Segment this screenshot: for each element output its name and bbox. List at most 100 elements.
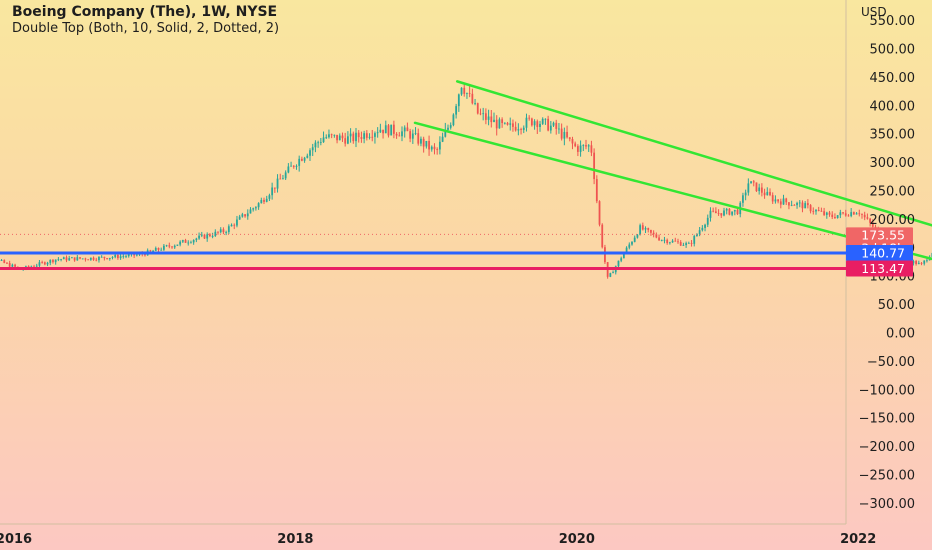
candle-body	[549, 125, 552, 131]
time-tick-label: 2018	[277, 532, 313, 547]
candle-body	[798, 202, 801, 204]
candle-body	[647, 228, 650, 230]
candle-body	[79, 257, 81, 259]
candle-body	[165, 245, 168, 247]
candle-body	[850, 212, 853, 217]
candle-body	[171, 246, 173, 248]
candle-body	[303, 157, 306, 161]
candle-body	[38, 262, 41, 266]
candle-body	[866, 217, 869, 219]
candle-body	[208, 234, 211, 237]
candle-body	[76, 257, 79, 261]
candle-body	[360, 137, 363, 139]
candle-body	[100, 256, 103, 258]
price-axis[interactable]: −300.00 −250.00 −200.00 −150.00 −100.00 −50.0…	[859, 14, 915, 512]
candle-body	[742, 195, 744, 203]
candle-body	[501, 119, 504, 124]
candle-body	[341, 135, 344, 139]
candle-body	[192, 240, 195, 243]
time-axis[interactable]: 201620182020202220242026	[0, 532, 932, 547]
candle-body	[333, 134, 336, 136]
candle-body	[282, 178, 284, 180]
candle-body	[162, 245, 165, 250]
candle-body	[698, 230, 701, 234]
candle-body	[287, 166, 290, 173]
candle-body	[503, 122, 506, 124]
candle-body	[249, 209, 252, 214]
candle-body	[179, 241, 182, 245]
candle-body	[733, 209, 736, 212]
candle-body	[679, 242, 682, 246]
candle-body	[825, 212, 828, 215]
indicator-legend[interactable]: Double Top (Both, 10, Solid, 2, Dotted, …	[12, 21, 280, 36]
candle-body	[184, 240, 187, 243]
candle-body	[328, 134, 330, 138]
candle-body	[677, 241, 679, 243]
candle-body	[336, 134, 338, 141]
candle-body	[6, 262, 8, 264]
candle-body	[292, 165, 295, 167]
candle-body	[449, 125, 452, 128]
candle-body	[457, 94, 460, 107]
candle-body	[311, 147, 314, 151]
candle-body	[238, 216, 241, 220]
candle-body	[403, 127, 406, 132]
candle-body	[300, 158, 303, 161]
candle-body	[598, 201, 601, 225]
candle-body	[349, 133, 352, 137]
time-tick-label: 2022	[840, 532, 876, 547]
candle-body	[506, 122, 509, 125]
candle-body	[747, 183, 750, 193]
candle-body	[766, 191, 769, 196]
candle-body	[355, 132, 357, 142]
candle-body	[27, 266, 30, 268]
candle-body	[3, 260, 6, 263]
candle-body	[135, 254, 138, 256]
price-tick-label: 400.00	[870, 99, 916, 114]
last-price-label: 173.55	[861, 227, 905, 242]
candle-body	[57, 259, 60, 261]
candle-body	[268, 195, 271, 199]
candle-body	[525, 117, 528, 128]
candle-body	[246, 213, 249, 217]
candle-body	[387, 125, 390, 136]
candle-body	[433, 146, 436, 150]
candle-body	[861, 214, 863, 215]
candle-body	[560, 128, 563, 139]
candle-body	[641, 225, 644, 230]
candle-body	[379, 129, 382, 133]
candle-body	[612, 272, 614, 274]
trendline[interactable]	[413, 121, 932, 293]
candle-body	[114, 254, 117, 258]
candle-body	[436, 149, 439, 150]
candle-body	[723, 210, 725, 216]
candle-body	[168, 245, 171, 247]
price-tick-label: −200.00	[859, 440, 915, 455]
candle-body	[219, 229, 222, 233]
candle-body	[452, 114, 455, 126]
candle-body	[84, 258, 87, 260]
candle-body	[236, 219, 238, 226]
candle-body	[395, 133, 398, 136]
candle-body	[923, 260, 926, 264]
candle-body	[65, 257, 68, 261]
candle-body	[655, 234, 658, 238]
price-tick-label: −100.00	[859, 383, 915, 398]
candle-body	[831, 214, 834, 217]
candle-body	[755, 182, 758, 192]
candle-body	[650, 229, 652, 233]
candle-body	[687, 242, 690, 244]
candle-body	[658, 237, 660, 241]
candle-body	[98, 256, 100, 261]
candle-body	[552, 122, 555, 126]
candle-body	[714, 211, 717, 214]
candle-body	[43, 262, 46, 265]
candle-body	[455, 106, 458, 115]
candle-body	[206, 234, 209, 239]
trendline[interactable]	[455, 80, 932, 264]
candle-body	[660, 240, 663, 241]
candle-body	[633, 237, 636, 242]
candle-body	[785, 198, 788, 203]
candle-body	[666, 239, 669, 244]
